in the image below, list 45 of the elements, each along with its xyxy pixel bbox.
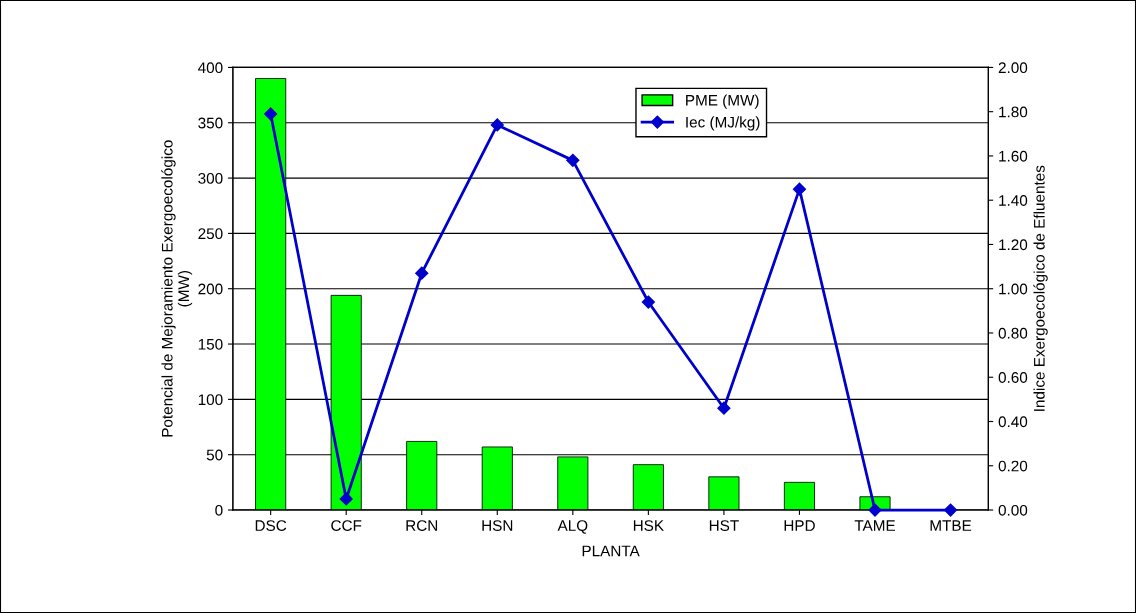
point bbox=[339, 492, 353, 506]
y2-tick-label: 0.20 bbox=[998, 460, 1028, 472]
y2-tick-label: 0.60 bbox=[998, 372, 1028, 383]
y2-tick-label: 0.40 bbox=[998, 416, 1028, 428]
y-tick-label: 50 bbox=[206, 449, 223, 461]
x-tick-label: CCF bbox=[331, 520, 362, 531]
y-tick-label: 200 bbox=[198, 283, 223, 295]
x-tick-label: MTBE bbox=[930, 520, 972, 531]
x-axis-title: PLANTA bbox=[582, 545, 640, 557]
x-tick-label: HSK bbox=[633, 520, 664, 531]
x-tick-label: TAME bbox=[854, 520, 895, 531]
x-tick-label: HPD bbox=[784, 520, 815, 531]
point bbox=[868, 503, 882, 517]
point bbox=[641, 295, 655, 309]
y-tick-label: 250 bbox=[198, 228, 223, 240]
point bbox=[264, 107, 278, 121]
legend-label: Iec (MJ/kg) bbox=[686, 116, 760, 131]
y2-tick-label: 2.00 bbox=[998, 62, 1028, 74]
point bbox=[415, 266, 429, 280]
y-tick-label: 350 bbox=[198, 117, 223, 129]
x-tick-label: HST bbox=[709, 520, 739, 531]
point bbox=[566, 153, 580, 167]
y2-tick-label: 1.40 bbox=[999, 195, 1028, 206]
y2-tick-label: 1.80 bbox=[999, 106, 1028, 118]
y-tick-label: 100 bbox=[198, 394, 223, 406]
y2-tick-label: 1.60 bbox=[999, 150, 1028, 162]
y-tick-label: 150 bbox=[198, 338, 223, 350]
y2-tick-label: 0.80 bbox=[998, 327, 1028, 339]
x-tick-label: ALQ bbox=[557, 520, 588, 534]
legend-label: PME (MW) bbox=[686, 94, 759, 109]
y-tick-label: 0 bbox=[215, 504, 223, 516]
y-tick-label: 300 bbox=[198, 172, 223, 184]
y2-axis-title: Indice Exergoecológico de Efluentes bbox=[1033, 165, 1048, 411]
x-tick-label: HSN bbox=[482, 520, 513, 531]
y2-tick-label: 0.00 bbox=[998, 504, 1028, 516]
y-axis-title: Potencial de Mejoramiento Exergoecológico (MW) bbox=[161, 140, 193, 437]
point bbox=[943, 503, 958, 517]
y-tick-label: 400 bbox=[198, 62, 223, 74]
point bbox=[792, 182, 807, 196]
point bbox=[490, 118, 504, 132]
y2-tick-label: 1.20 bbox=[999, 239, 1028, 251]
x-tick-label: DSC bbox=[255, 520, 287, 531]
point bbox=[717, 401, 731, 415]
x-tick-label: RCN bbox=[406, 520, 438, 531]
y2-tick-label: 1.00 bbox=[999, 283, 1028, 295]
